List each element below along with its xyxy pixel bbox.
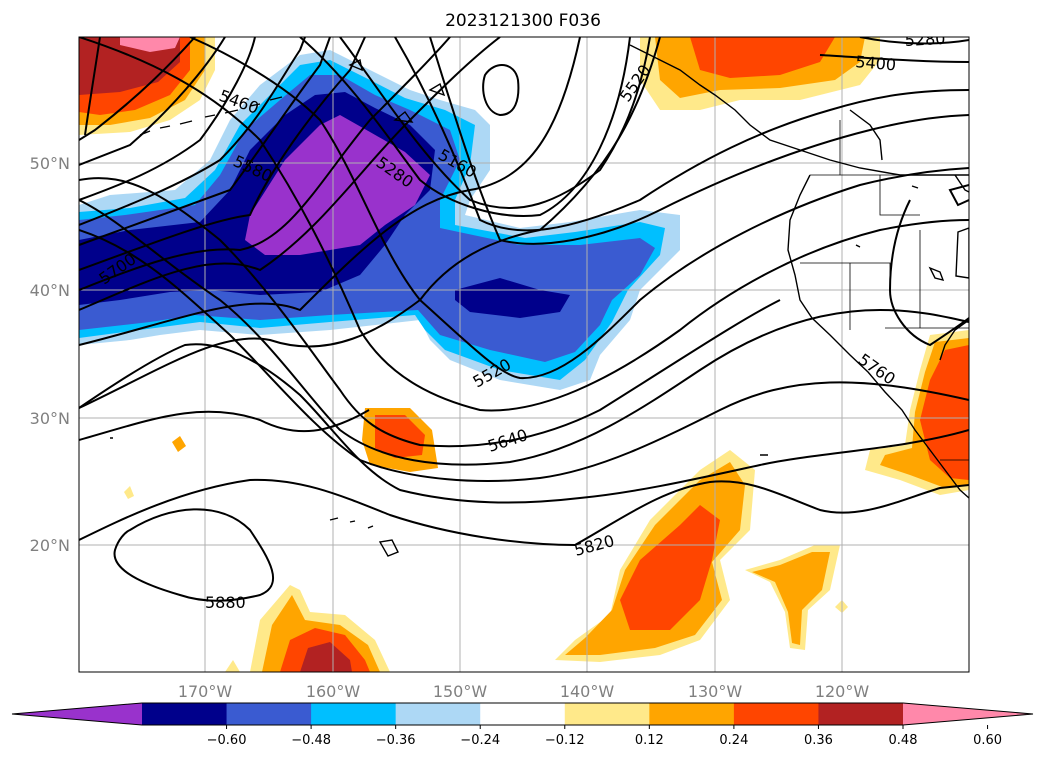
coastlines: [110, 44, 969, 557]
colorbar-segment: [480, 703, 566, 725]
lon-tick-label: 160°W: [306, 682, 361, 701]
colorbar-tick-label: −0.60: [207, 733, 247, 748]
height-contours: [79, 37, 969, 602]
colorbar-segment: [649, 703, 735, 725]
colorbar-segment: [733, 703, 819, 725]
contour-label: 5280: [904, 29, 946, 50]
lat-tick-label: 20°N: [30, 536, 70, 555]
colorbar-tick-label: 0.60: [973, 733, 1002, 748]
lon-tick-label: 170°W: [178, 682, 233, 701]
colorbar-tick-label: −0.36: [376, 733, 416, 748]
contour-label: 5880: [205, 593, 246, 612]
colorbar-tick-label: −0.12: [545, 733, 585, 748]
colorbar-extend-max: [903, 703, 1033, 725]
colorbar-tick-label: −0.48: [291, 733, 331, 748]
lon-tick-label: 150°W: [433, 682, 488, 701]
colorbar-extend-min: [12, 703, 142, 725]
figure-title: 2023121300 F036: [445, 11, 601, 31]
map-area: 5280 5400 5460 5520 5580 5280 5160 5700 …: [79, 29, 969, 672]
colorbar-tick-label: 0.12: [635, 733, 664, 748]
colorbar-tick-label: −0.24: [460, 733, 500, 748]
colorbar-outline: [11, 702, 1034, 726]
colorbar: −0.60 −0.48 −0.36 −0.24 −0.12 0.12 0.24 0.36 0.4…: [11, 702, 1034, 748]
colorbar-segment: [311, 703, 397, 725]
longitude-labels: 170°W 160°W 150°W 140°W 130°W 120°W: [178, 682, 870, 701]
colorbar-segment: [564, 703, 650, 725]
lon-tick-label: 130°W: [688, 682, 743, 701]
lon-tick-label: 140°W: [560, 682, 615, 701]
latitude-labels: 20°N 30°N 40°N 50°N: [30, 154, 70, 555]
lon-tick-label: 120°W: [815, 682, 870, 701]
country-borders: [800, 120, 969, 461]
colorbar-tick-label: 0.24: [719, 733, 748, 748]
colorbar-segment: [818, 703, 904, 725]
colorbar-tick-label: 0.48: [889, 733, 918, 748]
colorbar-segment: [142, 703, 228, 725]
lat-tick-label: 40°N: [30, 281, 70, 300]
lat-tick-label: 50°N: [30, 154, 70, 173]
colorbar-tick-label: 0.36: [804, 733, 833, 748]
map-frame: [78, 36, 970, 673]
colorbar-segment: [226, 703, 312, 725]
colorbar-segment: [395, 703, 481, 725]
contour-label: 5400: [855, 52, 897, 74]
lat-tick-label: 30°N: [30, 409, 70, 428]
